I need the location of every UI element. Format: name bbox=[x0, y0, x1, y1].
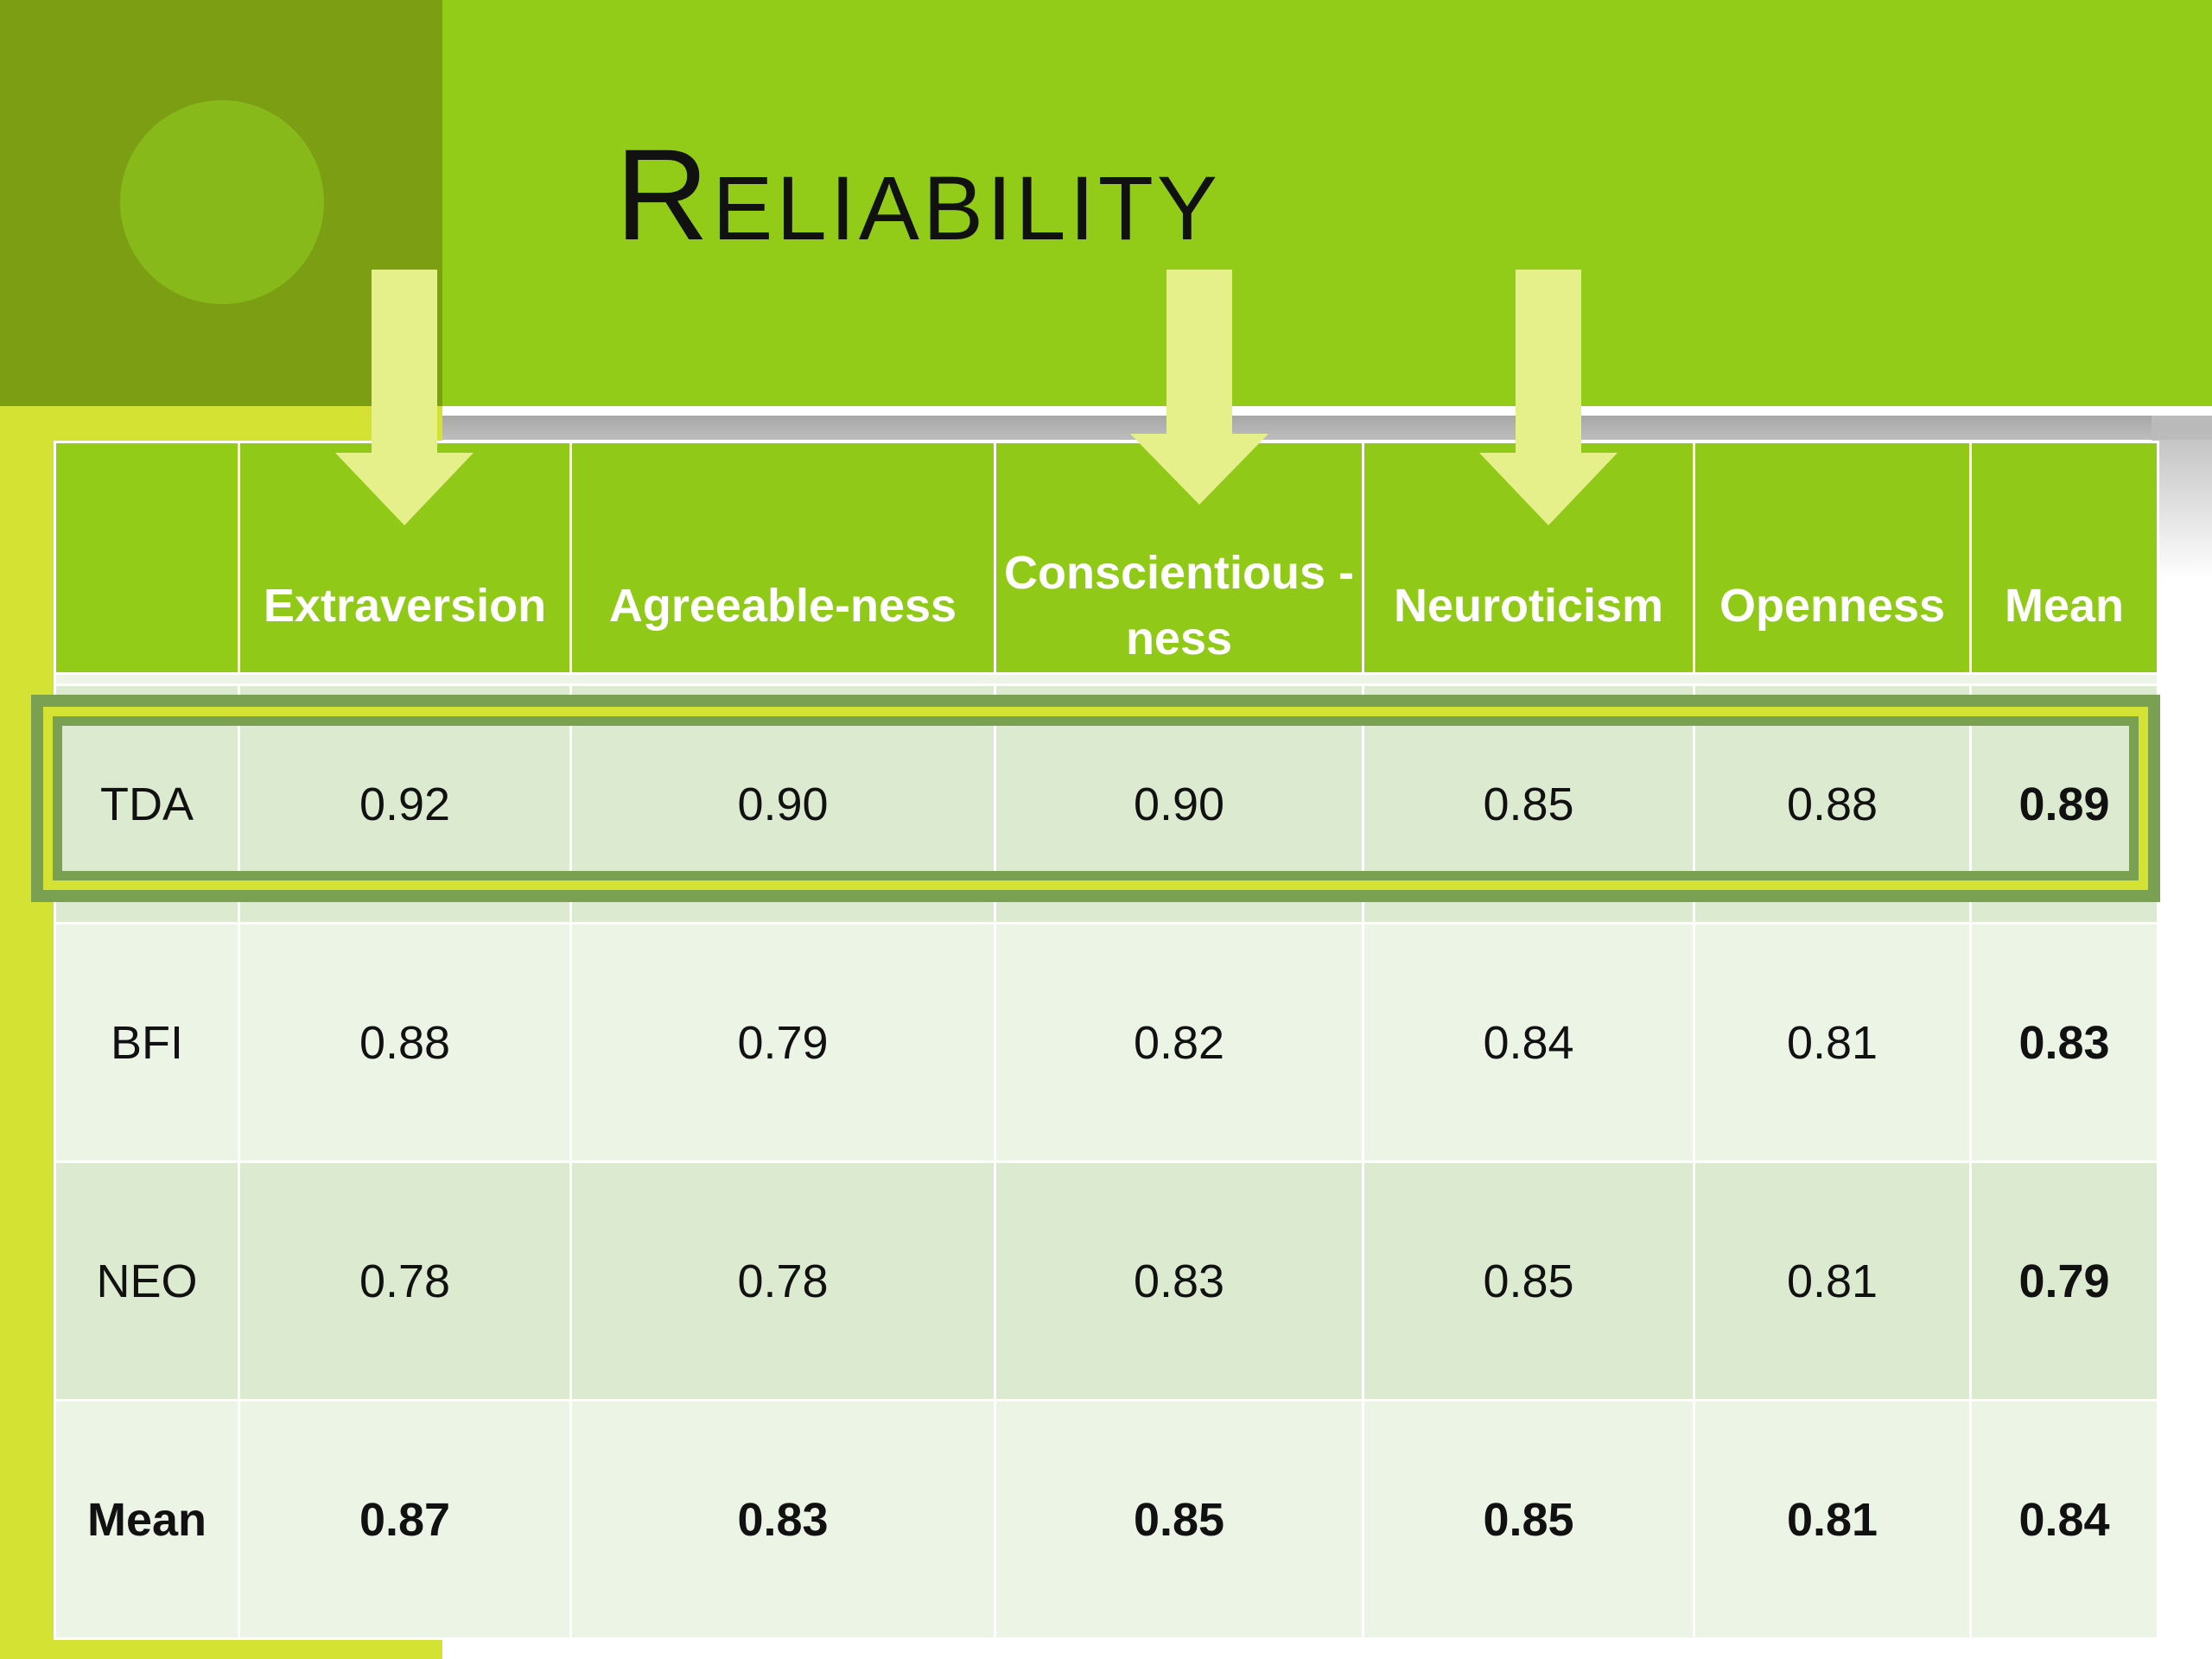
header-cell-mean: Mean bbox=[1969, 441, 2159, 675]
table-cell: 0.85 bbox=[1362, 1399, 1695, 1640]
arrow-down-icon bbox=[335, 270, 474, 525]
table-cell: 0.81 bbox=[1693, 922, 1972, 1163]
table-row-mean: Mean 0.87 0.83 0.85 0.85 0.81 0.84 bbox=[54, 1399, 2159, 1640]
table-cell: 0.85 bbox=[994, 1399, 1364, 1640]
table-cell: 0.87 bbox=[238, 1399, 572, 1640]
arrow-down-icon bbox=[1479, 270, 1618, 525]
header-cell-neuroticism: Neuroticism bbox=[1362, 441, 1695, 675]
row-label: Mean bbox=[54, 1399, 240, 1640]
reliability-table: Extraversion Agreeable-ness Conscientiou… bbox=[54, 441, 2159, 1640]
row-mean-cell: 0.79 bbox=[1969, 1160, 2159, 1402]
tda-highlight-frame bbox=[31, 695, 2160, 902]
tda-highlight-band bbox=[43, 707, 2148, 890]
banner-shadow bbox=[442, 416, 2212, 440]
table-row-bfi: BFI 0.88 0.79 0.82 0.84 0.81 0.83 bbox=[54, 922, 2159, 1163]
header-cell-agreeableness: Agreeable-ness bbox=[569, 441, 996, 675]
table-cell: 0.79 bbox=[569, 922, 996, 1163]
decorative-circle bbox=[120, 100, 324, 304]
table-cell: 0.85 bbox=[1362, 1160, 1695, 1402]
table-cell: 0.81 bbox=[1693, 1160, 1972, 1402]
table-cell: 0.83 bbox=[569, 1399, 996, 1640]
row-label: NEO bbox=[54, 1160, 240, 1402]
spacer-cell bbox=[54, 673, 2159, 685]
table-cell: 0.83 bbox=[994, 1160, 1364, 1402]
table-cell: 0.88 bbox=[238, 922, 572, 1163]
table-cell: 0.78 bbox=[569, 1160, 996, 1402]
header-cell-openness: Openness bbox=[1693, 441, 1972, 675]
table-spacer-row bbox=[54, 673, 2159, 685]
arrow-down-icon bbox=[1130, 270, 1268, 505]
table-cell: 0.84 bbox=[1362, 922, 1695, 1163]
tda-highlight-inner-frame bbox=[53, 716, 2139, 880]
header-cell-empty bbox=[54, 441, 240, 675]
table-cell: 0.78 bbox=[238, 1160, 572, 1402]
table-cell: 0.82 bbox=[994, 922, 1364, 1163]
row-mean-cell: 0.84 bbox=[1969, 1399, 2159, 1640]
slide-title: Reliability bbox=[615, 122, 1221, 267]
row-mean-cell: 0.83 bbox=[1969, 922, 2159, 1163]
header-cell-conscientiousness: Conscientious -ness bbox=[994, 441, 1364, 675]
banner-divider bbox=[442, 406, 2212, 416]
row-label: BFI bbox=[54, 922, 240, 1163]
table-cell: 0.81 bbox=[1693, 1399, 1972, 1640]
banner-shadow-edge bbox=[2152, 416, 2212, 580]
table-row-neo: NEO 0.78 0.78 0.83 0.85 0.81 0.79 bbox=[54, 1160, 2159, 1402]
